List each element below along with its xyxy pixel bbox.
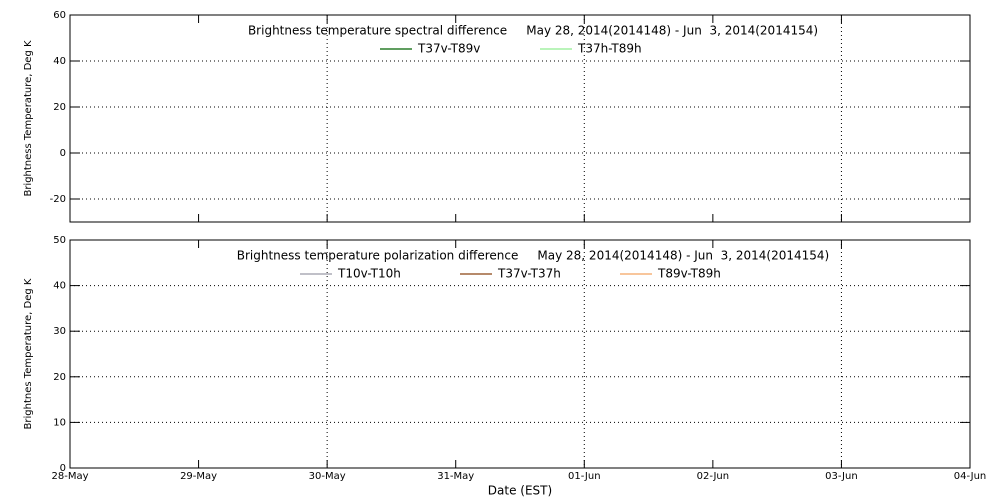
x-tick-label: 31-May (437, 471, 474, 482)
x-tick-label: 29-May (180, 471, 217, 482)
y-tick-label: 30 (53, 326, 66, 337)
x-tick-label: 02-Jun (697, 471, 730, 482)
y-tick-label: 60 (53, 10, 66, 21)
y-axis-label: Brightness Temperature, Deg K (23, 40, 34, 197)
y-tick-label: 50 (53, 235, 66, 246)
y-tick-label: 40 (53, 281, 66, 292)
y-tick-label: 20 (53, 372, 66, 383)
legend-label: T10v-T10h (337, 267, 401, 281)
legend-label: T37v-T89v (417, 42, 480, 56)
x-tick-label: 04-Jun (954, 471, 987, 482)
x-axis-label: Date (EST) (488, 484, 552, 498)
panel-title: Brightness temperature polarization diff… (237, 249, 829, 263)
plot-frame (69, 239, 971, 469)
panel-title: Brightness temperature spectral differen… (248, 24, 818, 38)
y-tick-label: 10 (53, 417, 66, 428)
x-tick-label: 01-Jun (568, 471, 601, 482)
legend-label: T89v-T89h (657, 267, 721, 281)
y-tick-label: 0 (60, 463, 66, 474)
y-tick-label: 0 (60, 148, 66, 159)
plot-frame (69, 14, 971, 223)
x-tick-label: 03-Jun (825, 471, 858, 482)
y-tick-label: 40 (53, 56, 66, 67)
x-tick-label: 28-May (51, 471, 88, 482)
y-tick-label: -20 (50, 194, 66, 205)
x-tick-label: 30-May (309, 471, 346, 482)
y-tick-label: 20 (53, 102, 66, 113)
legend-label: T37v-T37h (497, 267, 561, 281)
legend-label: T37h-T89h (577, 42, 642, 56)
y-axis-label: Brightnes Temperature, Deg K (23, 278, 34, 429)
